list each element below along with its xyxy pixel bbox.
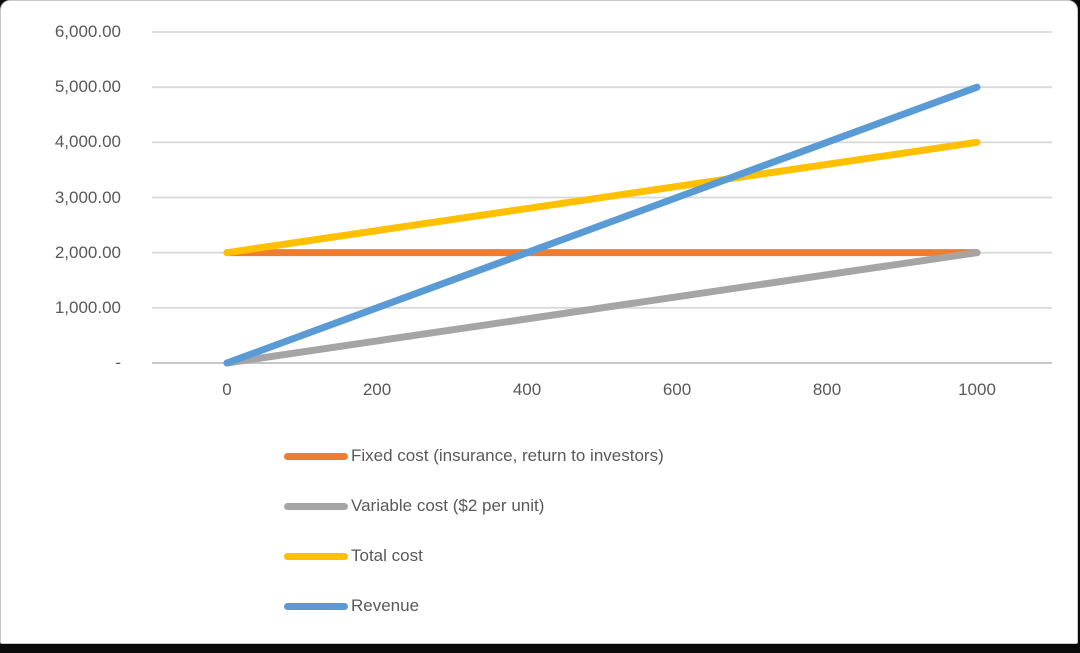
y-tick-label: 6,000.00 <box>54 22 121 41</box>
legend-item-2: Total cost <box>284 531 664 581</box>
legend-line-swatch <box>284 452 348 460</box>
legend-line-swatch <box>284 552 348 560</box>
x-tick-label: 0 <box>222 380 232 399</box>
x-tick-label: 200 <box>362 380 392 399</box>
y-tick-label: 4,000.00 <box>54 132 121 152</box>
y-tick-label: 5,000.00 <box>54 77 121 97</box>
legend-label: Total cost <box>351 546 423 565</box>
series-line-2 <box>223 138 981 257</box>
legend-line-swatch <box>284 502 348 510</box>
y-tick-label: 1,000.00 <box>54 297 121 317</box>
x-tick-label: 400 <box>512 380 542 399</box>
x-tick-label: 800 <box>812 380 842 399</box>
screen-bottom-edge <box>0 644 1080 653</box>
x-tick-label: 1000 <box>958 380 996 399</box>
y-tick-label: 3,000.00 <box>54 187 121 207</box>
plot-area <box>152 31 1052 367</box>
legend-item-0: Fixed cost (insurance, return to investo… <box>284 431 664 481</box>
legend-item-3: Revenue <box>284 581 664 631</box>
legend-label: Variable cost ($2 per unit) <box>351 496 545 515</box>
legend-item-1: Variable cost ($2 per unit) <box>284 481 664 531</box>
legend-line-swatch <box>284 602 348 610</box>
legend-label: Fixed cost (insurance, return to investo… <box>351 446 664 465</box>
legend-label: Revenue <box>351 596 420 615</box>
chart-legend: Fixed cost (insurance, return to investo… <box>284 431 664 631</box>
y-tick-label: - <box>115 353 121 372</box>
series-line-3 <box>223 83 981 367</box>
y-tick-label: 2,000.00 <box>54 242 121 262</box>
x-tick-label: 600 <box>662 380 692 399</box>
series-line-1 <box>223 249 981 367</box>
